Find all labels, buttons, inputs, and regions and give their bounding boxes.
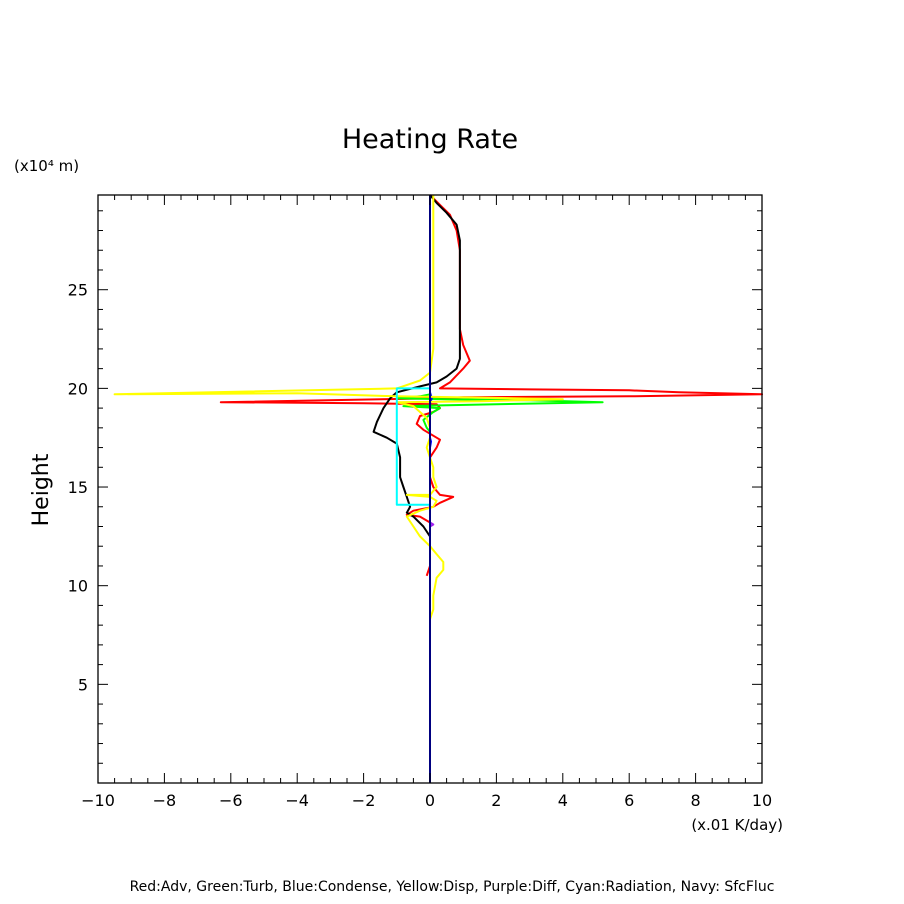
series-line-2 — [395, 393, 604, 497]
y-tick-label: 15 — [68, 478, 88, 497]
x-tick-label: 10 — [752, 791, 772, 810]
ticks-layer: −10 −8 −6 −4 −2 0 2 4 6 8 10 5 10 15 20 25 — [68, 195, 772, 810]
x-tick-label: 4 — [558, 791, 568, 810]
series-line-4 — [113, 195, 564, 620]
y-tick-label: 10 — [68, 577, 88, 596]
x-tick-label: −8 — [153, 791, 177, 810]
y-tick-label: 20 — [68, 379, 88, 398]
x-tick-label: −4 — [285, 791, 309, 810]
y-tick-label: 25 — [68, 281, 88, 300]
plot-frame — [97, 194, 763, 784]
x-tick-label: 2 — [491, 791, 501, 810]
x-tick-label: 8 — [691, 791, 701, 810]
y-axis-label: Height — [29, 453, 54, 526]
x-tick-label: −2 — [352, 791, 376, 810]
y-tick-label: 5 — [78, 675, 88, 694]
x-tick-label: 6 — [624, 791, 634, 810]
x-tick-label: 0 — [425, 791, 435, 810]
series-layer — [113, 194, 763, 783]
chart-title: Heating Rate — [342, 124, 518, 155]
x-tick-label: −10 — [81, 791, 115, 810]
legend-note: Red:Adv, Green:Turb, Blue:Condense, Yell… — [130, 879, 775, 895]
series-line-1 — [372, 194, 461, 626]
series-line-0 — [219, 194, 763, 577]
x-tick-label: −6 — [219, 791, 243, 810]
x-unit-label: (x.01 K/day) — [691, 816, 783, 834]
y-unit-label: (x10⁴ m) — [14, 157, 79, 175]
